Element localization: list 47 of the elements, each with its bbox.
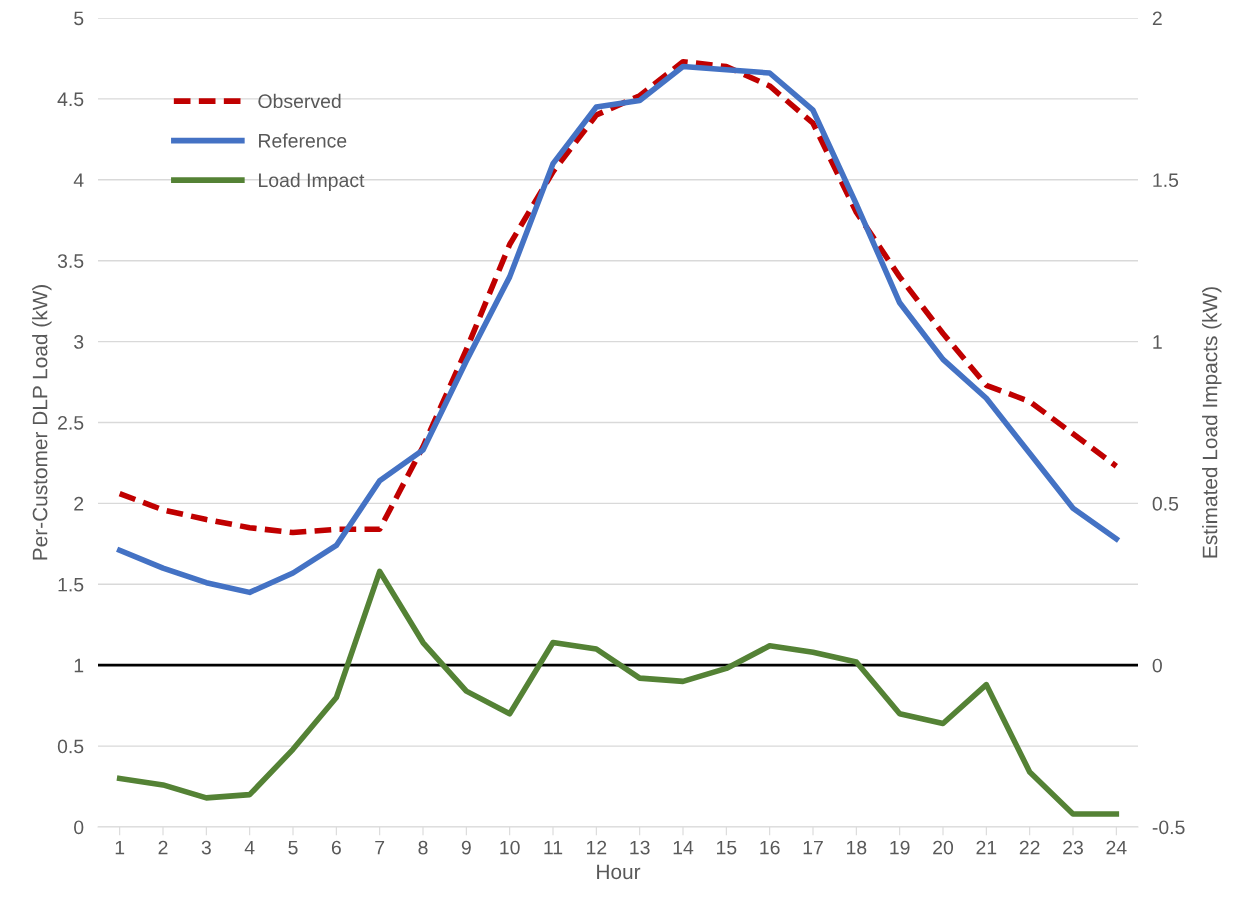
x-tick-label: 4 bbox=[244, 840, 255, 855]
x-tick-label: 22 bbox=[1019, 840, 1040, 855]
x-axis-title: Hour bbox=[597, 864, 641, 880]
legend-label: Load Impact bbox=[259, 172, 365, 191]
x-tick-label: 19 bbox=[890, 840, 910, 855]
y2-tick-label: 2 bbox=[1152, 11, 1162, 26]
x-tick-label: 10 bbox=[500, 840, 520, 855]
y-tick-label: 3.5 bbox=[57, 254, 84, 268]
legend-label: Reference bbox=[259, 133, 347, 148]
y-tick-label: 2 bbox=[74, 496, 84, 511]
x-tick-label: 2 bbox=[158, 840, 168, 855]
x-tick-label: 9 bbox=[461, 840, 471, 855]
x-tick-label: 8 bbox=[418, 840, 428, 855]
x-tick-label: 23 bbox=[1063, 840, 1083, 855]
x-tick-label: 16 bbox=[760, 840, 780, 855]
y-tick-label: 1.5 bbox=[58, 577, 84, 592]
y-tick-label: 4 bbox=[73, 173, 84, 187]
y2-axis-title: Estimated Load Impacts (kW) bbox=[1202, 287, 1222, 558]
y-tick-label: 1 bbox=[74, 658, 84, 673]
x-tick-label: 7 bbox=[375, 840, 385, 855]
x-tick-label: 11 bbox=[544, 840, 563, 855]
x-tick-label: 21 bbox=[976, 840, 997, 855]
x-tick-label: 12 bbox=[587, 840, 607, 855]
y2-tick-label: -0.5 bbox=[1152, 820, 1185, 835]
y-axis-title: Per-Customer DLP Load (kW) bbox=[32, 285, 52, 560]
x-tick-label: 13 bbox=[630, 840, 650, 855]
x-tick-label: 18 bbox=[847, 840, 867, 855]
x-tick-label: 20 bbox=[933, 840, 954, 855]
y-tick-label: 0 bbox=[74, 820, 84, 835]
y2-tick-label: 1 bbox=[1153, 335, 1162, 349]
y-tick-label: 5 bbox=[74, 11, 84, 26]
y2-tick-label: 1.5 bbox=[1153, 173, 1179, 188]
x-tick-label: 6 bbox=[331, 840, 341, 855]
y-tick-label: 0.5 bbox=[57, 739, 84, 754]
y-tick-label: 3 bbox=[74, 335, 84, 349]
x-tick-label: 15 bbox=[717, 840, 737, 855]
x-tick-label: 3 bbox=[201, 840, 211, 855]
x-tick-label: 5 bbox=[288, 840, 298, 855]
x-tick-label: 1 bbox=[115, 840, 125, 855]
y-tick-label: 4.5 bbox=[57, 92, 84, 107]
legend-label: Observed bbox=[258, 93, 341, 109]
y-tick-label: 2.5 bbox=[58, 415, 84, 430]
y2-tick-label: 0.5 bbox=[1152, 496, 1179, 511]
x-tick-label: 17 bbox=[803, 840, 823, 855]
y2-tick-label: 0 bbox=[1152, 658, 1162, 673]
x-tick-label: 14 bbox=[673, 840, 694, 855]
x-tick-label: 24 bbox=[1106, 840, 1127, 855]
